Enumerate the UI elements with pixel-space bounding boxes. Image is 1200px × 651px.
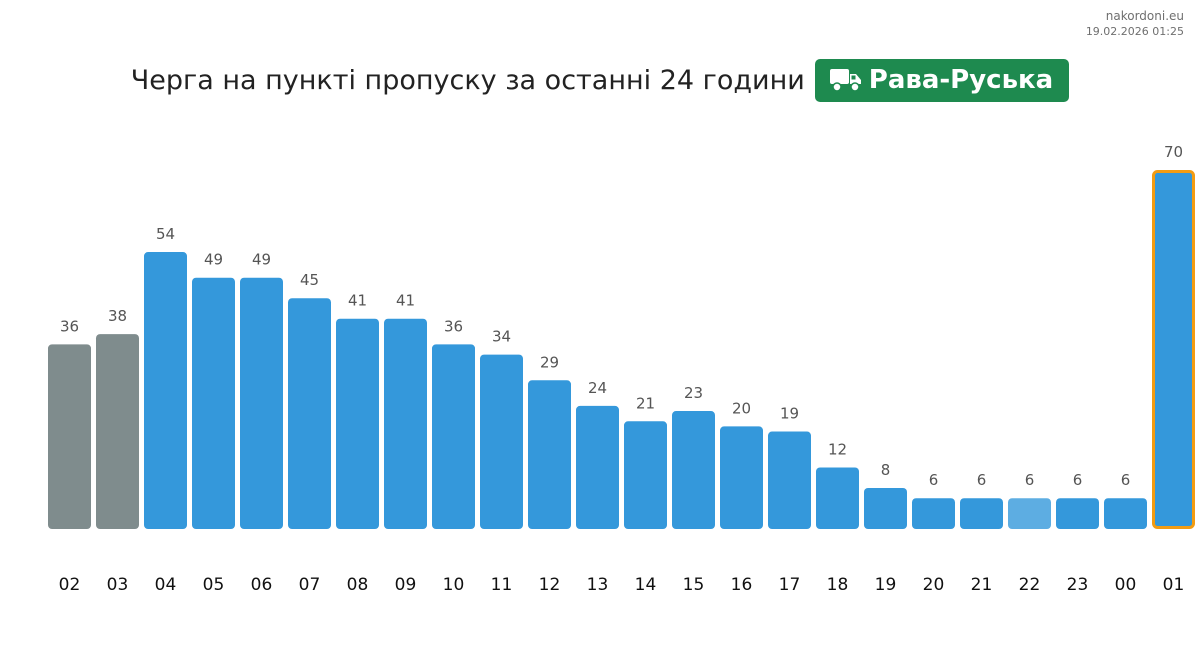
tick-label-20: 20 (923, 575, 945, 595)
value-label-07: 45 (300, 271, 319, 289)
bar-23 (1056, 498, 1099, 529)
tick-label-07: 07 (299, 575, 321, 595)
truck-icon (829, 69, 861, 92)
value-label-10: 36 (444, 317, 463, 335)
bar-03 (96, 334, 139, 529)
value-label-16: 20 (732, 399, 751, 417)
bar-13 (576, 405, 619, 529)
bar-10 (432, 344, 475, 529)
bar-17 (768, 431, 811, 529)
value-label-14: 21 (636, 394, 655, 412)
tick-label-10: 10 (443, 575, 465, 595)
value-label-18: 12 (828, 440, 847, 458)
source-site: nakordoni.eu (1105, 9, 1184, 23)
bar-06 (240, 277, 283, 529)
bar-19 (864, 487, 907, 529)
tick-label-11: 11 (491, 575, 513, 595)
tick-label-22: 22 (1019, 575, 1041, 595)
tick-label-19: 19 (875, 575, 897, 595)
checkpoint-name: Рава-Руська (868, 65, 1054, 95)
value-label-21: 6 (977, 471, 987, 489)
bar-20 (912, 498, 955, 529)
bar-12 (528, 380, 571, 529)
tick-label-17: 17 (779, 575, 801, 595)
bar-01 (1152, 170, 1195, 529)
source-info: nakordoni.eu 19.02.2026 01:25 (1086, 9, 1184, 39)
value-label-03: 38 (108, 307, 127, 325)
bar-07 (288, 298, 331, 529)
bar-09 (384, 318, 427, 529)
bar-02 (48, 344, 91, 529)
tick-label-08: 08 (347, 575, 369, 595)
tick-label-15: 15 (683, 575, 705, 595)
bar-08 (336, 318, 379, 529)
tick-label-23: 23 (1067, 575, 1089, 595)
value-label-02: 36 (60, 317, 79, 335)
value-label-15: 23 (684, 384, 703, 402)
bar-11 (480, 354, 523, 529)
value-label-11: 34 (492, 328, 511, 346)
tick-label-02: 02 (59, 575, 81, 595)
value-label-23: 6 (1073, 471, 1083, 489)
tick-label-21: 21 (971, 575, 993, 595)
bar-14 (624, 421, 667, 529)
value-label-08: 41 (348, 292, 367, 310)
bar-16 (720, 426, 763, 529)
bar-22 (1008, 498, 1051, 529)
chart-title: Черга на пункті пропуску за останні 24 г… (130, 64, 805, 96)
checkpoint-badge: Рава-Руська (814, 58, 1070, 102)
value-label-00: 6 (1121, 471, 1131, 489)
tick-label-06: 06 (251, 575, 273, 595)
bar-05 (192, 277, 235, 529)
tick-label-04: 04 (155, 575, 177, 595)
value-label-01: 70 (1164, 143, 1183, 161)
bar-15 (672, 411, 715, 529)
value-label-04: 54 (156, 225, 175, 243)
value-label-12: 29 (540, 353, 559, 371)
value-label-05: 49 (204, 251, 223, 269)
bar-04 (144, 252, 187, 530)
tick-label-09: 09 (395, 575, 417, 595)
bar-21 (960, 498, 1003, 529)
chart-header: Черга на пункті пропуску за останні 24 г… (0, 58, 1200, 102)
tick-label-16: 16 (731, 575, 753, 595)
tick-label-05: 05 (203, 575, 225, 595)
value-label-20: 6 (929, 471, 939, 489)
value-label-17: 19 (780, 405, 799, 423)
value-label-06: 49 (252, 251, 271, 269)
tick-label-01: 01 (1163, 575, 1185, 595)
tick-label-13: 13 (587, 575, 609, 595)
tick-label-00: 00 (1115, 575, 1137, 595)
tick-label-14: 14 (635, 575, 657, 595)
value-label-19: 8 (881, 461, 891, 479)
value-label-09: 41 (396, 292, 415, 310)
tick-label-18: 18 (827, 575, 849, 595)
value-label-13: 24 (588, 379, 607, 397)
bar-00 (1104, 498, 1147, 529)
value-label-22: 6 (1025, 471, 1035, 489)
bar-18 (816, 467, 859, 529)
source-timestamp: 19.02.2026 01:25 (1085, 25, 1184, 38)
tick-label-12: 12 (539, 575, 561, 595)
tick-label-03: 03 (107, 575, 129, 595)
